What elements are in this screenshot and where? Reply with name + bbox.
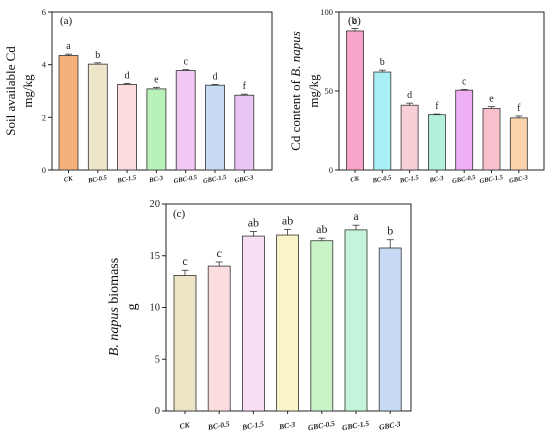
y-tick-label: 2 — [42, 112, 46, 122]
y-axis-title-main: Soil available Cd — [3, 46, 18, 136]
bar — [373, 71, 392, 171]
x-category-label: BC-3 — [428, 175, 445, 185]
y-tick-label: 15 — [150, 251, 161, 262]
y-axis-title: B. napus biomass — [107, 258, 122, 356]
significance-label: c — [217, 246, 222, 260]
significance-label: a — [66, 41, 71, 52]
y-axis-title: mg/kg — [20, 74, 35, 108]
y-axis-title-main: g — [125, 304, 140, 311]
significance-label: c — [182, 254, 187, 268]
bar — [241, 235, 265, 412]
bar — [509, 117, 528, 171]
y-axis-title: g — [125, 304, 140, 311]
x-category-label: BC-3 — [277, 420, 296, 432]
y-axis-title-main: mg/kg — [306, 74, 321, 108]
panel-b-cd-content-b-napus: 0 50 100 a CK b BC-0.5 d BC-1.5 f BC-3 c GBC-0.5 e GBC… — [288, 7, 545, 185]
panel-c-b-napus-biomass: 05101520cCKcBC-0.5abBC-1.5abBC-3abGBC-0.… — [107, 199, 412, 433]
x-category-label: BC-0.5 — [206, 419, 230, 432]
bar — [234, 94, 255, 171]
y-tick-label: 4 — [42, 60, 47, 70]
y-axis-title-species: B. napus — [107, 307, 122, 357]
bar — [276, 234, 300, 412]
panel-label: (a) — [60, 15, 73, 27]
x-category-label: CK — [179, 420, 191, 431]
bar — [310, 240, 334, 412]
bar — [117, 84, 137, 171]
x-category-label: BC-3 — [148, 175, 165, 185]
significance-label: c — [183, 57, 188, 68]
y-axis-title-main: biomass — [107, 258, 122, 304]
x-category-label: GBC-0.5 — [307, 419, 336, 433]
significance-label: f — [517, 103, 521, 114]
x-category-label: GBC-3 — [509, 174, 529, 184]
significance-label: a — [353, 209, 359, 223]
significance-label: f — [435, 101, 439, 112]
significance-label: ab — [248, 215, 259, 229]
y-tick-label: 6 — [42, 7, 46, 17]
bar — [205, 84, 225, 171]
bar — [427, 114, 446, 171]
x-category-label: GBC-1.5 — [479, 174, 504, 185]
x-category-label: BC-0.5 — [87, 174, 109, 184]
x-category-label: BC-0.5 — [371, 174, 393, 184]
y-tick-label: 20 — [150, 199, 161, 210]
panel-label: (c) — [173, 208, 186, 220]
y-tick-label: 0 — [155, 406, 160, 417]
y-tick-label: 50 — [325, 86, 334, 96]
bar — [455, 89, 474, 171]
bar — [344, 229, 368, 412]
panel-label: (b) — [348, 15, 361, 27]
bar — [346, 30, 364, 171]
x-category-label: GBC-1.5 — [341, 419, 370, 433]
bar — [378, 247, 402, 412]
significance-label: d — [407, 90, 412, 101]
x-category-label: BC-1.5 — [240, 419, 264, 432]
significance-label: e — [154, 74, 159, 85]
y-tick-label: 5 — [155, 354, 160, 365]
significance-label: ab — [282, 213, 293, 227]
significance-label: b — [387, 224, 393, 238]
significance-label: d — [125, 70, 130, 81]
significance-label: b — [380, 57, 385, 68]
y-axis-title-main: Cd content of — [288, 79, 303, 150]
significance-label: e — [489, 94, 494, 105]
bar — [87, 63, 108, 171]
bar — [58, 55, 79, 171]
y-axis-title: mg/kg — [306, 74, 321, 108]
y-tick-label: 0 — [42, 165, 46, 175]
y-axis-title: Cd content of B. napus — [288, 31, 303, 151]
significance-label: b — [95, 50, 100, 61]
x-category-label: CK — [350, 175, 360, 184]
y-tick-label: 10 — [150, 303, 161, 314]
panel-a-soil-available-cd: 0 2 4 6 a CK b BC-0.5 d BC-1.5 e BC-3 c GBC-0.5 d GBC-1… — [3, 7, 273, 185]
x-category-label: GBC-3 — [378, 419, 401, 432]
x-category-label: GBC-0.5 — [452, 174, 477, 185]
x-category-label: BC-1.5 — [398, 174, 420, 184]
bar — [173, 275, 197, 412]
x-category-label: CK — [63, 175, 73, 184]
y-tick-label: 0 — [329, 165, 333, 175]
bar — [482, 107, 501, 171]
y-axis-title-species: B. napus — [288, 31, 303, 77]
significance-label: ab — [316, 222, 327, 236]
bar — [175, 70, 196, 171]
bar — [146, 88, 167, 171]
x-category-label: BC-1.5 — [116, 174, 138, 184]
y-axis-title-main: mg/kg — [20, 74, 35, 108]
x-category-label: GBC-1.5 — [202, 174, 227, 185]
x-category-label: GBC-3 — [234, 174, 254, 184]
bar — [207, 265, 231, 412]
significance-label: a — [353, 16, 358, 27]
y-tick-label: 100 — [320, 7, 333, 17]
significance-label: d — [213, 71, 218, 82]
bar — [400, 104, 419, 171]
y-axis-title: Soil available Cd — [3, 46, 18, 136]
x-category-label: GBC-0.5 — [173, 174, 198, 185]
significance-label: f — [243, 81, 247, 92]
significance-label: c — [462, 76, 467, 87]
